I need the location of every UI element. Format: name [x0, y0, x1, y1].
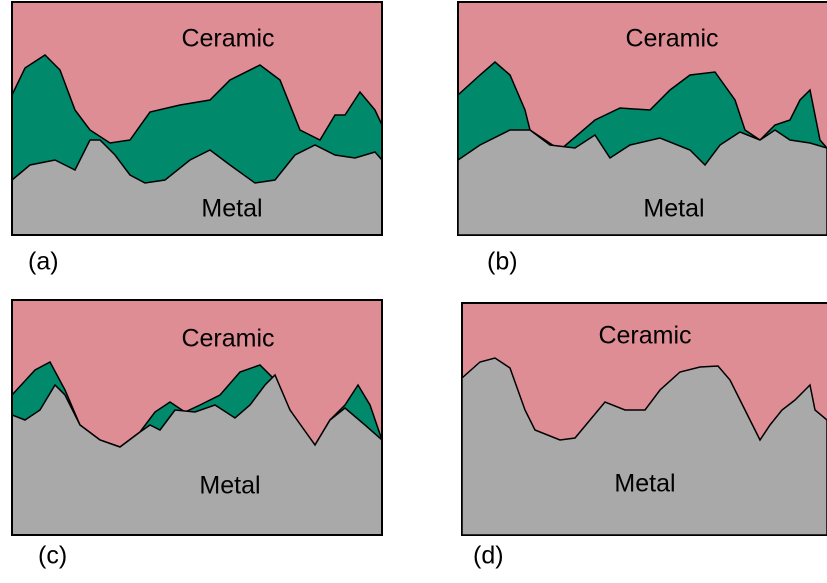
ceramic-label: Ceramic — [625, 25, 718, 53]
caption: (a) — [28, 248, 59, 276]
metal-label: Metal — [201, 195, 262, 223]
panel-b: Ceramic Metal (b) — [458, 2, 827, 276]
caption: (c) — [38, 542, 67, 570]
ceramic-label: Ceramic — [598, 322, 691, 350]
metal-label: Metal — [643, 195, 704, 223]
panel-d: Ceramic Metal (d) — [462, 303, 827, 570]
diagram: Ceramic Metal (a) Ceramic Metal (b) Cera… — [0, 0, 827, 583]
metal-label: Metal — [199, 472, 260, 500]
caption: (b) — [487, 248, 518, 276]
panel-c: Ceramic Metal (c) — [12, 300, 382, 570]
panel-a: Ceramic Metal (a) — [12, 2, 382, 276]
ceramic-label: Ceramic — [181, 25, 274, 53]
ceramic-label: Ceramic — [181, 325, 274, 353]
metal-label: Metal — [614, 470, 675, 498]
caption: (d) — [473, 542, 504, 570]
